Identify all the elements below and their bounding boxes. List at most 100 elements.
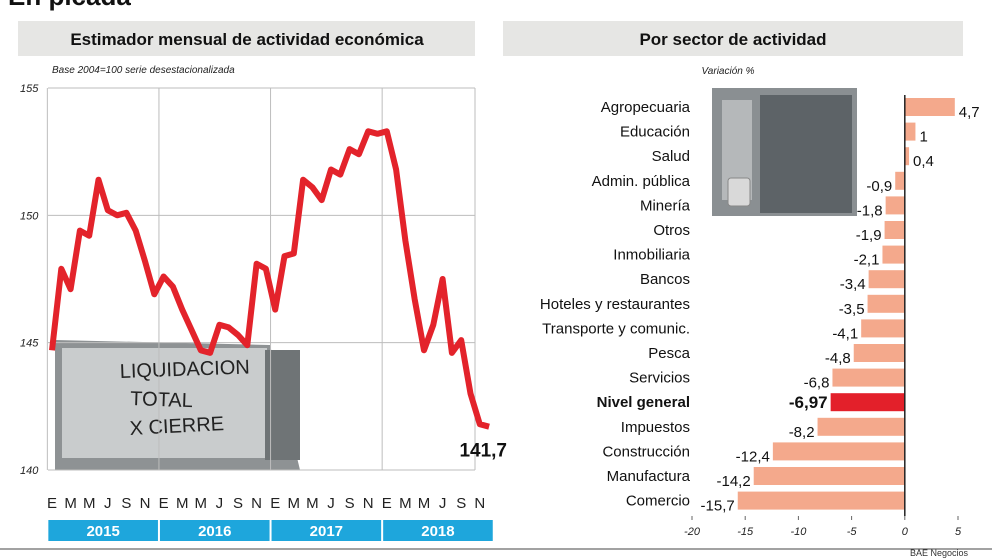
- x-tick-label: N: [140, 495, 151, 512]
- bar: [861, 319, 905, 338]
- data-line: [49, 128, 490, 430]
- value-label: -1,9: [856, 227, 882, 244]
- category-label: Impuestos: [621, 419, 690, 436]
- year-band: [159, 520, 270, 541]
- panel-header: [18, 21, 475, 56]
- bar: [885, 196, 905, 215]
- year-band: [271, 520, 382, 541]
- value-label: -6,97: [789, 393, 828, 412]
- value-label: -3,5: [839, 301, 865, 318]
- x-tick-label: J: [439, 495, 447, 512]
- category-label: Bancos: [640, 271, 690, 288]
- value-label: -14,2: [717, 473, 751, 490]
- bar: [904, 147, 910, 166]
- x-tick-label: M: [399, 495, 412, 512]
- value-label: -4,8: [825, 350, 851, 367]
- x-tick-label: E: [382, 495, 392, 512]
- bar: [832, 368, 905, 387]
- value-label: -4,1: [832, 325, 858, 342]
- category-label: Transporte y comunic.: [542, 320, 690, 337]
- bar: [868, 270, 905, 289]
- value-label: 0,4: [913, 153, 934, 170]
- bar: [817, 417, 905, 436]
- panel-title: Por sector de actividad: [639, 30, 826, 49]
- value-label: -8,2: [789, 424, 815, 441]
- value-label: -0,9: [866, 178, 892, 195]
- year-band: [48, 520, 158, 541]
- photo-text: LIQUIDACION: [119, 356, 250, 383]
- bar: [853, 344, 905, 362]
- x-tick-label: -10: [790, 526, 807, 538]
- value-label: 1: [919, 129, 927, 146]
- x-tick-label: E: [47, 495, 57, 512]
- subtitle: Variación %: [702, 66, 755, 77]
- value-label: -12,4: [736, 448, 770, 465]
- value-label: -15,7: [701, 498, 735, 515]
- x-tick-label: -15: [737, 526, 754, 538]
- x-tick-label: S: [345, 495, 355, 512]
- x-tick-label: S: [121, 495, 131, 512]
- bar: [867, 294, 905, 313]
- x-tick-label: S: [233, 495, 243, 512]
- x-tick-label: S: [456, 495, 466, 512]
- x-tick-label: M: [176, 495, 189, 512]
- photo-text: TOTAL: [130, 388, 193, 412]
- x-tick-label: E: [270, 495, 280, 512]
- bar: [904, 122, 916, 141]
- category-label: Pesca: [648, 345, 690, 362]
- category-label: Hoteles y restaurantes: [540, 296, 690, 313]
- x-tick-label: M: [288, 495, 301, 512]
- year-label: 2015: [86, 523, 119, 540]
- category-label: Comercio: [626, 493, 690, 510]
- x-tick-label: M: [306, 495, 319, 512]
- panel-title: Estimador mensual de actividad económica: [70, 30, 424, 49]
- x-tick-label: J: [216, 495, 224, 512]
- category-label: Servicios: [629, 370, 690, 387]
- x-tick-label: J: [327, 495, 335, 512]
- year-label: 2018: [421, 523, 454, 540]
- x-tick-label: 5: [955, 526, 962, 538]
- bar: [882, 245, 905, 264]
- category-label: Admin. pública: [592, 173, 691, 190]
- photo-lock: [712, 88, 857, 216]
- panel-header: [503, 21, 963, 56]
- page-title: En picada: [8, 0, 131, 11]
- y-tick-label: 145: [20, 338, 39, 350]
- x-tick-label: N: [474, 495, 485, 512]
- bar: [904, 98, 955, 116]
- bar: [884, 221, 905, 239]
- x-tick-label: -5: [847, 526, 858, 538]
- x-tick-label: -20: [684, 526, 701, 538]
- value-label: -1,8: [857, 202, 883, 219]
- category-label: Agropecuaria: [601, 99, 691, 116]
- value-label: -2,1: [854, 252, 880, 269]
- x-tick-label: M: [83, 495, 96, 512]
- x-tick-label: M: [195, 495, 208, 512]
- category-label: Educación: [620, 124, 690, 141]
- category-label: Manufactura: [607, 468, 691, 485]
- category-label: Inmobiliaria: [613, 247, 690, 264]
- subtitle: Base 2004=100 serie desestacionalizada: [52, 65, 235, 76]
- year-band: [383, 520, 493, 541]
- bar: [830, 393, 905, 412]
- y-tick-label: 155: [20, 83, 39, 95]
- x-tick-label: E: [159, 495, 169, 512]
- bar: [772, 442, 905, 461]
- category-label: Construcción: [602, 443, 690, 460]
- y-tick-label: 150: [20, 210, 39, 222]
- value-label: -6,8: [804, 375, 830, 392]
- x-tick-label: J: [104, 495, 112, 512]
- value-label: -3,4: [840, 276, 866, 293]
- year-label: 2016: [198, 523, 231, 540]
- x-tick-label: 0: [902, 526, 909, 538]
- category-label: Minería: [640, 197, 691, 214]
- y-tick-label: 140: [20, 465, 39, 477]
- x-tick-label: M: [418, 495, 431, 512]
- x-tick-label: N: [363, 495, 374, 512]
- category-label: Nivel general: [597, 394, 690, 411]
- bar: [895, 171, 905, 190]
- category-label: Otros: [653, 222, 690, 239]
- category-label: Salud: [652, 148, 690, 165]
